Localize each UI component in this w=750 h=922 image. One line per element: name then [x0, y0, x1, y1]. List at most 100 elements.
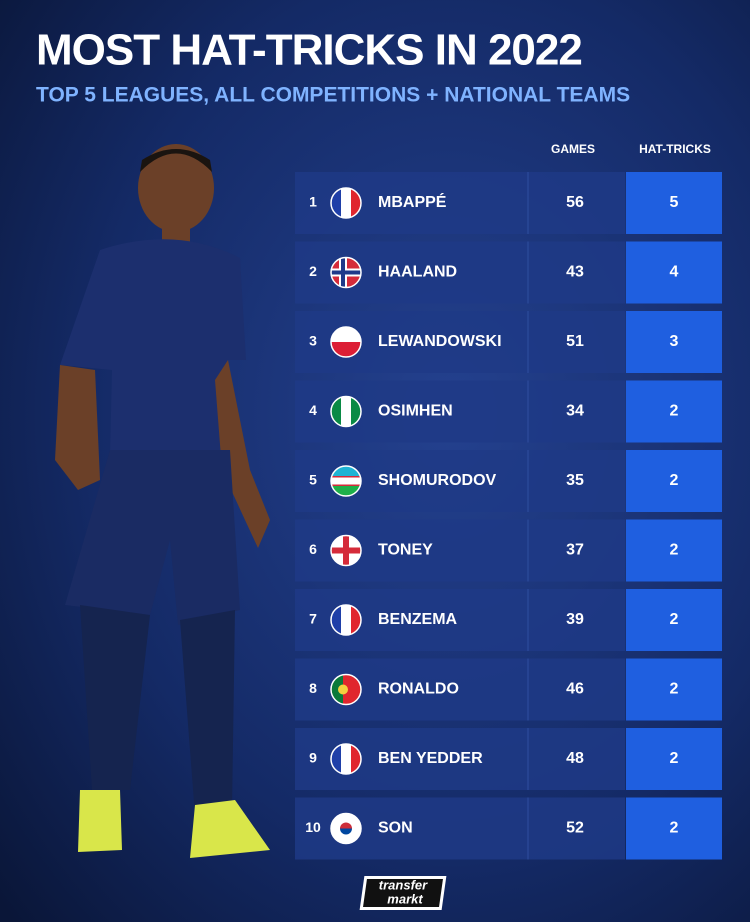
- rank: 6: [309, 541, 317, 557]
- hat-tricks: 2: [670, 611, 679, 628]
- games: 51: [566, 333, 584, 350]
- player-name: HAALAND: [378, 264, 457, 281]
- player-name: MBAPPÉ: [378, 192, 447, 211]
- hat-trick-cell: [626, 728, 722, 790]
- flag-part: [351, 188, 361, 218]
- games: 39: [566, 611, 584, 628]
- flag-border: [330, 743, 362, 775]
- flag: [331, 188, 361, 218]
- flag-part: [331, 605, 341, 635]
- flag-part: [351, 396, 361, 427]
- flag: [331, 605, 361, 635]
- hat-tricks: 2: [670, 820, 679, 837]
- flag: [331, 674, 361, 705]
- flag-border: [330, 534, 362, 567]
- logo-text: markt: [387, 891, 423, 906]
- hat-tricks: 2: [670, 542, 679, 559]
- column-header: GAMES: [551, 142, 595, 156]
- flag-border: [330, 256, 362, 289]
- rank: 5: [309, 472, 317, 488]
- flag-part: [331, 476, 361, 478]
- hat-tricks: 5: [670, 194, 679, 211]
- player-name: BEN YEDDER: [378, 750, 483, 767]
- hat-trick-cell: [626, 241, 722, 304]
- games: 37: [566, 542, 584, 559]
- games: 52: [566, 820, 584, 837]
- logo-text: transfer: [379, 877, 428, 892]
- rank: 1: [309, 194, 317, 210]
- flag-part: [331, 327, 361, 342]
- hat-trick-cell: [626, 589, 722, 651]
- hat-tricks: 2: [670, 403, 679, 420]
- flag-part: [331, 476, 361, 486]
- hat-tricks: 2: [670, 681, 679, 698]
- flag: [331, 744, 361, 774]
- rank: 9: [309, 750, 317, 766]
- rank: 2: [309, 263, 317, 279]
- flag-part: [331, 188, 341, 218]
- hat-trick-cell: [626, 797, 722, 860]
- games: 48: [566, 750, 584, 767]
- hat-trick-cell: [626, 658, 722, 721]
- flag-part: [341, 188, 351, 218]
- flag: [331, 535, 361, 566]
- flag-border: [330, 465, 362, 497]
- games: 56: [566, 194, 584, 211]
- flag-part: [351, 605, 361, 635]
- flag-part: [331, 342, 361, 357]
- flag-part: [340, 822, 352, 829]
- games: 43: [566, 264, 584, 281]
- player-name: LEWANDOWSKI: [378, 333, 502, 350]
- flag-part: [341, 605, 351, 635]
- flag-part: [331, 674, 343, 705]
- flag-border: [330, 812, 362, 845]
- player-name: BENZEMA: [378, 611, 458, 628]
- title: MOST HAT-TRICKS IN 2022: [36, 26, 582, 75]
- flag-part: [351, 744, 361, 774]
- flag-border: [330, 604, 362, 636]
- flag: [331, 813, 361, 844]
- hat-trick-cell: [626, 172, 722, 234]
- column-header: HAT-TRICKS: [639, 142, 711, 156]
- player-name: RONALDO: [378, 681, 459, 698]
- flag: [331, 257, 361, 288]
- games: 34: [566, 403, 584, 420]
- flag-part: [331, 486, 361, 496]
- hat-tricks: 3: [670, 333, 679, 350]
- flag-border: [330, 673, 362, 706]
- hat-trick-cell: [626, 311, 722, 373]
- games: 46: [566, 681, 584, 698]
- flag-part: [331, 547, 361, 554]
- flag-part: [341, 744, 351, 774]
- hat-trick-cell: [626, 450, 722, 512]
- flag-part: [331, 270, 361, 275]
- flag-part: [331, 466, 361, 476]
- player-name: TONEY: [378, 542, 433, 559]
- flag-border: [330, 326, 362, 358]
- hat-tricks: 2: [670, 750, 679, 767]
- flag: [331, 327, 361, 357]
- table: 1 MBAPPÉ 56 52 HAALAND 43 43 LEWANDOWSKI 51 34 OSI…: [295, 172, 722, 860]
- flag: [331, 396, 361, 427]
- flag-part: [338, 684, 348, 695]
- games: 35: [566, 472, 584, 489]
- logo: transfer markt: [359, 876, 447, 910]
- flag-part: [331, 396, 341, 427]
- rank: 10: [305, 819, 321, 835]
- rank: 3: [309, 333, 317, 349]
- flag-part: [331, 744, 341, 774]
- subtitle: TOP 5 LEAGUES, ALL COMPETITIONS + NATION…: [36, 84, 630, 107]
- rank: 7: [309, 611, 317, 627]
- player-name: SON: [378, 820, 413, 837]
- flag-border: [330, 395, 362, 428]
- hat-tricks: 2: [670, 472, 679, 489]
- rank: 4: [309, 402, 317, 418]
- flag: [331, 466, 361, 496]
- hat-trick-cell: [626, 380, 722, 443]
- flag-part: [331, 484, 361, 486]
- player-name: SHOMURODOV: [378, 472, 497, 489]
- player-illustration: [55, 144, 270, 858]
- hat-trick-cell: [626, 519, 722, 582]
- player-name: OSIMHEN: [378, 403, 453, 420]
